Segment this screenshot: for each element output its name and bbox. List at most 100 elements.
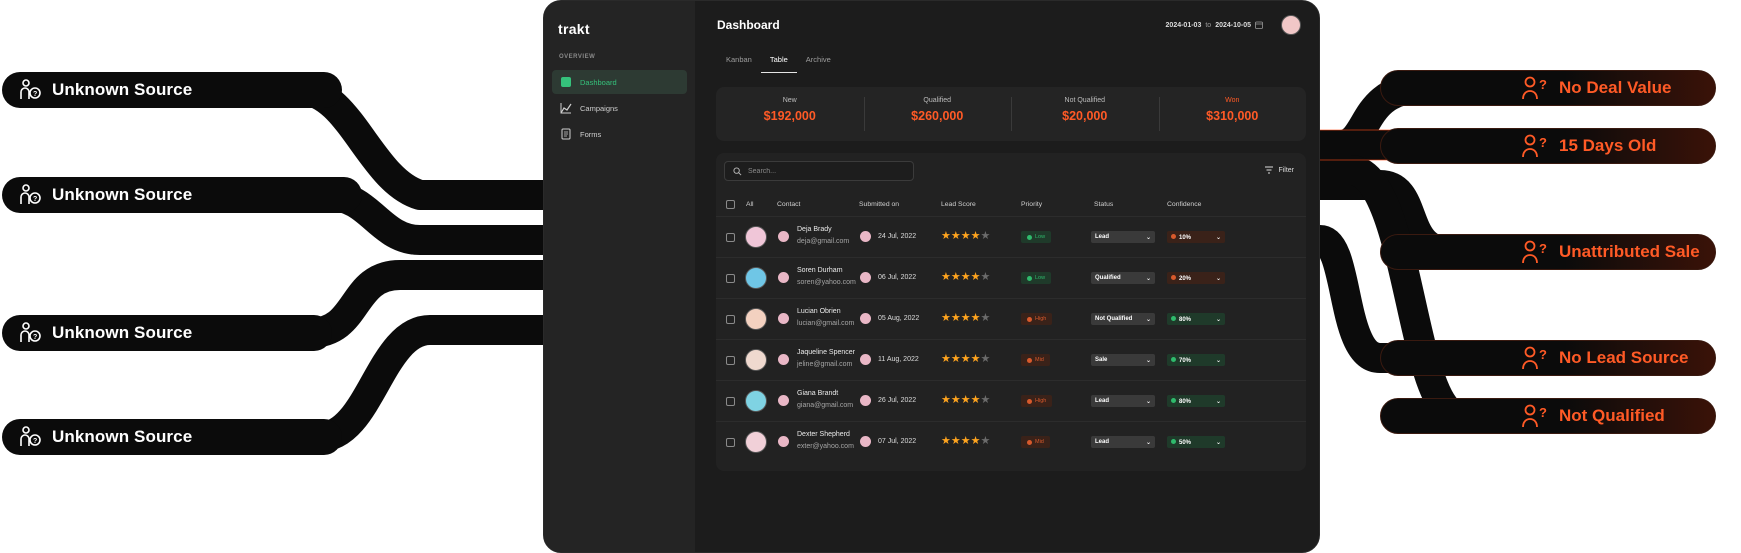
status-select[interactable]: Lead ⌄ [1091, 231, 1155, 243]
right-label-2: ? 15 Days Old [1380, 128, 1716, 164]
status-select[interactable]: Not Qualified ⌄ [1091, 313, 1155, 325]
tab-table[interactable]: Table [760, 51, 797, 73]
svg-text:?: ? [1539, 135, 1547, 150]
select-all-checkbox[interactable] [726, 200, 735, 209]
contact-avatar-small [778, 354, 789, 365]
star-icon: ★ [960, 271, 971, 283]
row-checkbox[interactable] [726, 315, 735, 324]
contact-avatar-small [778, 395, 789, 406]
submitted-date: 05 Aug, 2022 [878, 315, 920, 322]
chevron-down-icon: ⌄ [1145, 439, 1151, 446]
table-row[interactable]: Deja Brady deja@gmail.com 24 Jul, 2022 ★★★★… [716, 216, 1306, 257]
confidence-select[interactable]: 80% ⌄ [1167, 313, 1225, 325]
svg-text:?: ? [33, 196, 37, 203]
row-checkbox[interactable] [726, 233, 735, 242]
left-label-1: ? Unknown Source [2, 72, 342, 108]
confidence-select[interactable]: 80% ⌄ [1167, 395, 1225, 407]
date-range-picker[interactable]: 2024-01-03 to 2024-10-05 [1166, 21, 1263, 29]
sidebar-item-forms[interactable]: Forms [552, 122, 687, 146]
confidence-select[interactable]: 20% ⌄ [1167, 272, 1225, 284]
filter-icon [1265, 166, 1274, 174]
star-icon: ★ [950, 271, 961, 283]
star-icon: ★ [980, 394, 991, 406]
status-select[interactable]: Lead ⌄ [1091, 395, 1155, 407]
row-checkbox[interactable] [726, 397, 735, 406]
column-priority[interactable]: Priority [1021, 201, 1043, 208]
star-icon: ★ [970, 312, 981, 324]
stats-bar: New $192,000 Qualified $260,000 Not Qual… [716, 87, 1306, 141]
dashboard-icon [561, 77, 571, 87]
search-input[interactable] [748, 167, 898, 175]
confidence-select[interactable]: 10% ⌄ [1167, 231, 1225, 243]
column-lead-score[interactable]: Lead Score [941, 201, 976, 208]
contact-email: deja@gmail.com [797, 238, 850, 245]
submitter-avatar [860, 395, 871, 406]
submitted-date: 24 Jul, 2022 [878, 233, 917, 240]
avatar [745, 308, 767, 330]
star-icon: ★ [980, 435, 991, 447]
table-row[interactable]: Jaqueline Spencer jeline@gmail.com 11 Aug,… [716, 339, 1306, 380]
tab-archive[interactable]: Archive [805, 55, 831, 64]
contact-name: Deja Brady [797, 226, 832, 233]
sidebar-item-campaigns[interactable]: Campaigns [552, 96, 687, 120]
star-icon: ★ [941, 435, 951, 447]
confidence-select[interactable]: 70% ⌄ [1167, 354, 1225, 366]
calendar-icon[interactable] [1255, 21, 1263, 29]
left-label-text: Unknown Source [52, 323, 193, 342]
contact-name: Dexter Shepherd [797, 431, 850, 438]
table-row[interactable]: Soren Durham soren@yahoo.com 06 Jul, 2022 ★… [716, 257, 1306, 298]
sidebar-item-label: Campaigns [580, 103, 618, 113]
contact-avatar-small [778, 272, 789, 283]
contact-email: jeline@gmail.com [797, 361, 853, 368]
search-box[interactable] [724, 161, 914, 181]
star-icon: ★ [970, 353, 981, 365]
table-row[interactable]: Giana Brandt giana@gmail.com 26 Jul, 2022 ★… [716, 380, 1306, 421]
column-submitted[interactable]: Submitted on [859, 201, 900, 208]
star-icon: ★ [980, 271, 991, 283]
star-icon: ★ [980, 230, 991, 242]
contact-avatar-small [778, 436, 789, 447]
chevron-down-icon: ⌄ [1215, 398, 1221, 405]
person-question-icon: ? [1522, 76, 1547, 100]
column-confidence[interactable]: Confidence [1167, 201, 1202, 208]
left-label-3: ? Unknown Source [2, 315, 332, 351]
chevron-down-icon: ⌄ [1215, 316, 1221, 323]
filter-button[interactable]: Filter [1265, 166, 1294, 174]
contact-email: soren@yahoo.com [797, 279, 856, 286]
table-row[interactable]: Lucian Obrien lucian@gmail.com 05 Aug, 202… [716, 298, 1306, 339]
person-question-icon: ? [1522, 346, 1547, 370]
left-label-4: ? Unknown Source [2, 419, 342, 455]
right-label-1: ? No Deal Value [1380, 70, 1716, 106]
svg-text:?: ? [1539, 241, 1547, 256]
column-status[interactable]: Status [1094, 201, 1114, 208]
column-contact[interactable]: Contact [777, 201, 801, 208]
avatar [745, 226, 767, 248]
submitted-date: 11 Aug, 2022 [878, 356, 919, 363]
status-select[interactable]: Qualified ⌄ [1091, 272, 1155, 284]
date-to: 2024-10-05 [1215, 21, 1251, 29]
row-checkbox[interactable] [726, 356, 735, 365]
row-checkbox[interactable] [726, 438, 735, 447]
confidence-select[interactable]: 50% ⌄ [1167, 436, 1225, 448]
submitter-avatar [860, 436, 871, 447]
row-checkbox[interactable] [726, 274, 735, 283]
status-select[interactable]: Lead ⌄ [1091, 436, 1155, 448]
tab-kanban[interactable]: Kanban [726, 55, 752, 64]
chart-line-icon [560, 103, 572, 114]
lead-score-stars: ★★★★★ [941, 229, 990, 242]
stat-label: Qualified [923, 97, 952, 104]
star-icon: ★ [950, 230, 961, 242]
left-label-2: ? Unknown Source [2, 177, 362, 213]
status-select[interactable]: Sale ⌄ [1091, 354, 1155, 366]
chevron-down-icon: ⌄ [1215, 234, 1221, 241]
chevron-down-icon: ⌄ [1215, 439, 1221, 446]
user-avatar[interactable] [1281, 15, 1301, 35]
chevron-down-icon: ⌄ [1215, 357, 1221, 364]
star-icon: ★ [960, 230, 971, 242]
avatar [745, 431, 767, 453]
search-icon [733, 166, 742, 175]
sidebar-item-dashboard[interactable]: Dashboard [552, 70, 687, 94]
svg-text:?: ? [1539, 347, 1547, 362]
star-icon: ★ [950, 353, 961, 365]
table-row[interactable]: Dexter Shepherd exter@yahoo.com 07 Jul, 20… [716, 421, 1306, 462]
